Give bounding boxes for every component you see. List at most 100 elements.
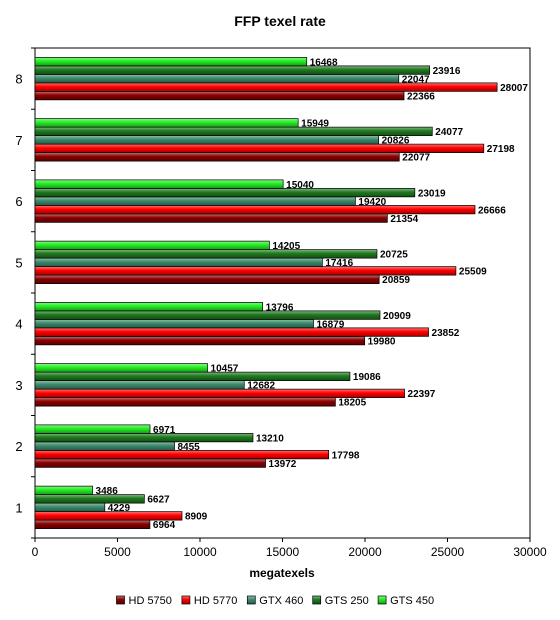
legend-entry: HD 5770 [194,595,237,607]
data-label: 20859 [382,275,410,286]
legend-entry: HD 5750 [129,595,172,607]
bar [34,118,299,128]
data-label: 21354 [390,214,418,225]
data-label: 19420 [358,197,386,208]
bar [34,371,351,381]
data-label: 13972 [269,459,297,470]
bar [34,257,323,267]
data-label: 19086 [353,372,381,383]
bar [34,327,429,337]
data-label: 22397 [408,389,436,400]
x-tick-label: 25000 [431,545,465,559]
bar [34,91,405,101]
x-tick-label: 0 [32,545,39,559]
legend-swatch [181,595,191,605]
bar [34,188,416,198]
x-tick-label: 30000 [513,545,547,559]
bar [34,196,356,206]
data-label: 3486 [96,486,119,497]
bar [34,240,270,250]
x-tick-label: 15000 [266,545,300,559]
x-axis-label: megatexels [249,566,315,580]
bar [34,266,457,276]
bar [34,458,266,468]
x-tick-label: 20000 [348,545,382,559]
bar [34,433,254,443]
bar [34,213,388,223]
category-label: 1 [15,500,22,515]
data-label: 20909 [383,311,411,322]
bar [34,152,400,162]
bar [34,485,93,495]
category-label: 7 [15,133,22,148]
bar [34,494,145,504]
bar [34,441,175,451]
data-label: 20826 [382,136,410,147]
data-label: 8909 [185,512,208,523]
bar [34,205,476,215]
data-label: 26666 [478,205,506,216]
bar [34,502,106,512]
legend-entry: GTS 250 [325,595,369,607]
bar [34,336,366,346]
data-label: 17416 [325,258,353,269]
bar [34,179,284,189]
data-label: 16468 [310,57,338,68]
bar [34,424,151,434]
bar [34,65,430,75]
data-label: 22366 [407,91,435,102]
legend-entry: GTS 450 [390,595,434,607]
data-label: 15040 [286,180,314,191]
data-label: 22047 [402,74,430,85]
bar [34,57,308,67]
x-tick-label: 10000 [183,545,217,559]
category-label: 4 [15,317,22,332]
plot-area: 1696489094229662734862139721779884551321… [15,47,547,559]
bar [34,143,485,153]
bar [34,380,245,390]
data-label: 10457 [211,364,239,375]
legend-entry: GTX 460 [259,595,303,607]
bar [34,319,314,329]
bar [34,135,379,145]
data-label: 17798 [332,450,360,461]
bar [34,363,208,373]
data-label: 23916 [433,66,461,77]
data-label: 18205 [338,398,366,409]
category-label: 6 [15,194,22,209]
bar [34,397,336,407]
data-label: 12682 [247,381,275,392]
data-label: 24077 [435,127,463,138]
data-label: 6964 [153,520,176,531]
x-tick-label: 5000 [104,545,131,559]
data-label: 13796 [266,302,294,313]
data-label: 6971 [153,425,176,436]
data-label: 25509 [459,267,487,278]
legend-swatch [116,595,125,605]
bar [34,519,151,529]
legend: HD 5750 HD 5770 GTX 460 GTS 250 GTS 450 [116,595,434,607]
category-label: 5 [15,255,22,270]
legend-swatch [312,595,322,605]
data-label: 22077 [402,153,430,164]
category-label: 8 [15,72,22,87]
data-label: 6627 [147,495,170,506]
bar [34,126,433,136]
bar [34,310,381,320]
data-label: 16879 [317,319,345,330]
category-label: 3 [15,378,22,393]
data-label: 8455 [178,442,201,453]
bar [34,274,380,284]
legend-swatch [377,595,387,605]
data-label: 19980 [368,336,396,347]
category-label: 2 [15,439,22,454]
bar [34,74,400,84]
legend-swatch [246,595,256,605]
chart-title: FFP texel rate [234,13,326,29]
data-label: 4229 [108,503,131,514]
data-label: 13210 [256,433,284,444]
data-label: 15949 [301,119,329,130]
bar [34,388,405,398]
bar [34,302,263,312]
